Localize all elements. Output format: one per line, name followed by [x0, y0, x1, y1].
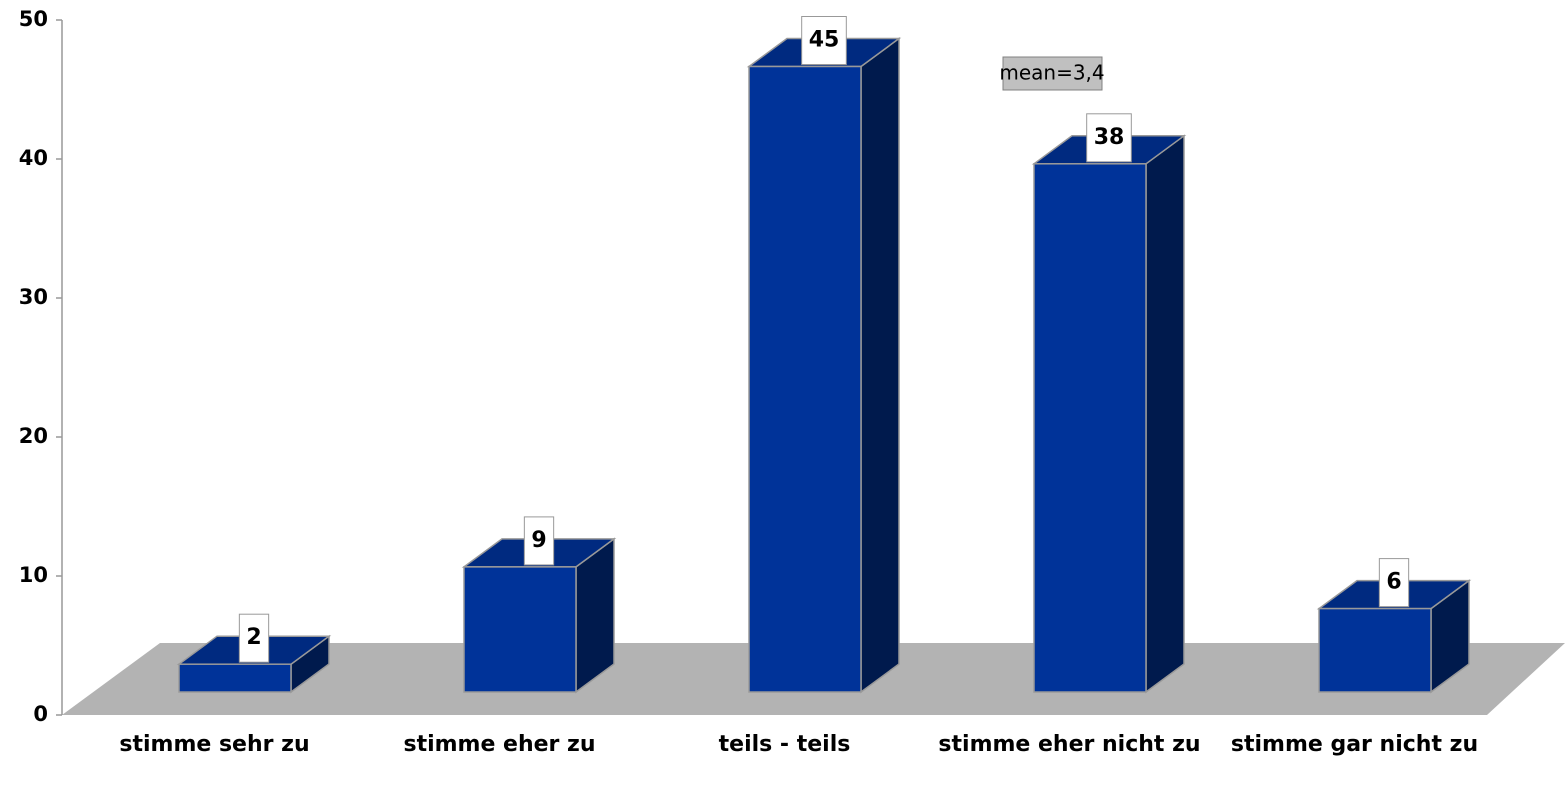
value-label-box — [238, 613, 270, 663]
x-tick-label: stimme eher nicht zu — [938, 732, 1200, 757]
bar-front — [463, 566, 577, 693]
y-tick-label: 50 — [19, 7, 48, 31]
annotation-box — [1002, 56, 1103, 91]
y-tick-label: 40 — [19, 146, 48, 170]
bar-front — [1033, 163, 1147, 693]
value-label: 45 — [809, 28, 840, 53]
x-tick-label: stimme sehr zu — [119, 732, 309, 757]
value-label-box — [523, 516, 555, 566]
bar-side — [860, 37, 900, 694]
y-tick-label: 20 — [19, 424, 48, 448]
bar — [461, 537, 617, 694]
value-label-box — [1378, 558, 1410, 608]
y-tick-label: 30 — [19, 285, 48, 309]
value-label-box — [801, 16, 847, 65]
bar — [176, 634, 332, 694]
bar — [1316, 579, 1472, 694]
x-tick-label: stimme eher zu — [403, 732, 595, 757]
annotation: mean=3,4 — [999, 61, 1104, 85]
bar-front — [1318, 607, 1432, 693]
y-tick-label: 0 — [33, 702, 48, 726]
y-tick-label: 10 — [19, 563, 48, 587]
value-label: 2 — [246, 625, 261, 650]
value-label: 6 — [1386, 570, 1401, 595]
bar-side — [1145, 134, 1185, 694]
bar-front — [178, 663, 292, 693]
bar-front — [748, 65, 862, 693]
value-label: 9 — [531, 528, 546, 553]
bar — [1031, 134, 1187, 694]
x-tick-label: stimme gar nicht zu — [1231, 732, 1478, 757]
value-label: 38 — [1094, 125, 1125, 150]
x-tick-label: teils - teils — [719, 732, 851, 757]
bar — [746, 37, 902, 694]
value-label-box — [1086, 113, 1132, 163]
